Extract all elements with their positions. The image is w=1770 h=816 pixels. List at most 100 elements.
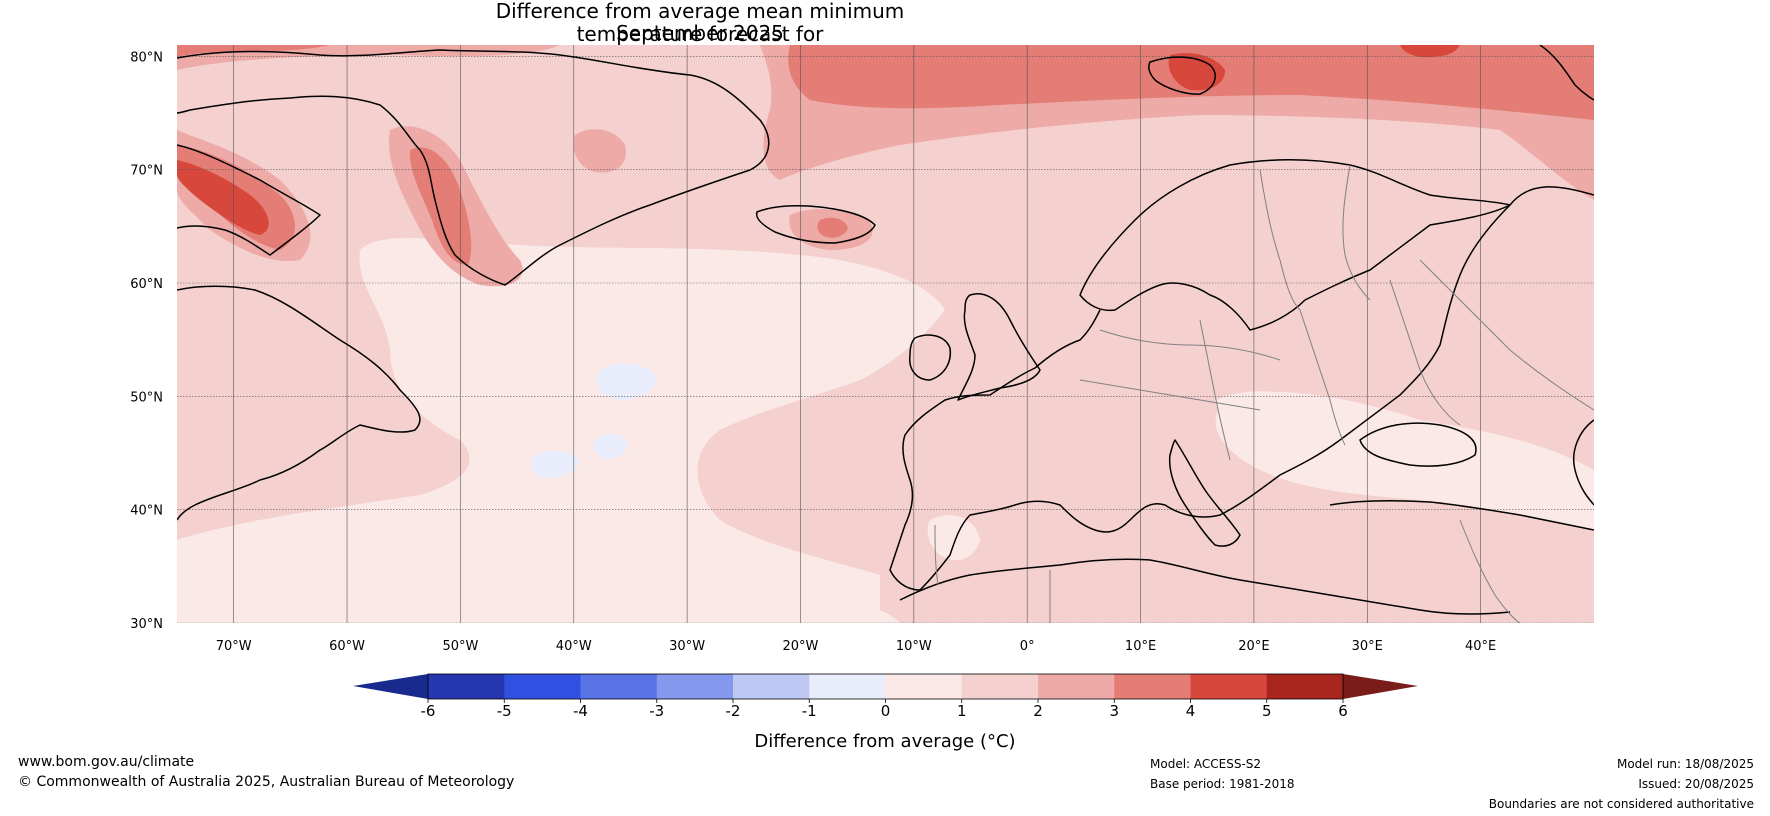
longitude-label: 30°W [669, 639, 705, 654]
longitude-label: 40°W [556, 639, 592, 654]
coastline-ireland [909, 334, 952, 381]
coastline-italy [1168, 439, 1241, 547]
border-finland [1342, 164, 1371, 301]
coastline-labrador [177, 285, 421, 521]
anomaly-region-0-1-iberia [927, 515, 980, 560]
coastline-scandinavia [1079, 159, 1511, 331]
colorbar-segment [1038, 674, 1115, 699]
colorbar-tick-label: -6 [421, 702, 436, 720]
anomaly-shading [177, 45, 1594, 623]
anomaly-region-0-1-south [177, 546, 900, 623]
colorbar-label: Difference from average (°C) [754, 731, 1015, 752]
map-area [177, 45, 1594, 623]
border-russia-west [1389, 279, 1461, 426]
colorbar-tick-label: -3 [649, 702, 664, 720]
latitude-label: 50°N [130, 390, 163, 405]
anomaly-region-neg-patch-2 [530, 450, 580, 478]
colorbar-tick-label: -1 [802, 702, 817, 720]
latitude-label: 80°N [130, 50, 163, 65]
border-central-europe-1 [1099, 329, 1281, 361]
longitude-labels: 70°W 60°W 50°W 40°W 30°W 20°W 10°W 0° 10°E 20°E 30… [216, 639, 1497, 654]
anomaly-region-neg-patch-1 [596, 363, 656, 400]
colorbar-segment [809, 674, 886, 699]
colorbar-segment [1114, 674, 1191, 699]
border-eastern-europe [1299, 309, 1346, 446]
map-title-line-2: September 2025 [616, 21, 784, 45]
latitude-label: 60°N [130, 277, 163, 292]
anomaly-region-3-4-greenland-e [409, 147, 472, 265]
colorbar-segment [1266, 674, 1344, 699]
anomaly-region-2-3-atlantic [573, 129, 626, 173]
longitude-label: 70°W [216, 639, 252, 654]
longitude-label: 0° [1020, 639, 1035, 654]
colorbar-segment [428, 674, 505, 699]
longitude-label: 20°E [1238, 639, 1269, 654]
colorbar-tick-label: 4 [1186, 702, 1196, 720]
map-title-line-1: Difference from average mean minimum tem… [495, 0, 905, 46]
country-borders [934, 164, 1594, 623]
latitude-labels: 80°N 70°N 60°N 50°N 40°N 30°N [130, 50, 163, 632]
coastline-baffin [177, 144, 321, 256]
longitude-label: 40°E [1465, 639, 1496, 654]
latitude-label: 40°N [130, 504, 163, 519]
colorbar-over-arrow [1343, 674, 1418, 699]
coastline-north-africa [899, 558, 1511, 615]
colorbar-ticks: -6 -5 -4 -3 -2 -1 0 1 2 3 4 5 6 [421, 699, 1348, 720]
coastline-novaya-zemlya [1539, 45, 1594, 101]
anomaly-region-4-5-svalbard [1168, 53, 1225, 91]
colorbar-segment [1190, 674, 1268, 699]
colorbar-tick-label: 2 [1033, 702, 1043, 720]
coastlines [177, 45, 1594, 615]
colorbar-tick-label: 3 [1109, 702, 1119, 720]
longitude-label: 60°W [329, 639, 365, 654]
coastline-caspian [1573, 419, 1594, 506]
footer-boundaries: Boundaries are not considered authoritat… [1488, 797, 1754, 811]
coastline-greenland [177, 49, 770, 286]
border-middle-east [1459, 519, 1521, 623]
border-central-europe-3 [1199, 319, 1231, 461]
colorbar-tick-label: 1 [957, 702, 967, 720]
footer-model-run: Model run: 18/08/2025 [1616, 757, 1754, 771]
coastline-anatolia [1329, 500, 1594, 531]
colorbar-segments [428, 674, 1344, 699]
colorbar-segment [656, 674, 734, 699]
longitude-label: 50°W [442, 639, 478, 654]
coastline-svalbard [1148, 56, 1216, 95]
longitude-label: 20°W [783, 639, 819, 654]
footer-model: Model: ACCESS-S2 [1150, 757, 1262, 771]
anomaly-region-4-5-nw [177, 160, 269, 235]
border-central-europe-2 [1079, 379, 1261, 411]
map-gridlines [177, 45, 1594, 623]
anomaly-region-4-5-franz [1400, 45, 1460, 58]
border-iberia [934, 524, 939, 586]
footer-copyright: © Commonwealth of Australia 2025, Austra… [18, 774, 515, 790]
anomaly-region-neg-patch-3 [593, 433, 628, 459]
latitude-label: 70°N [130, 164, 163, 179]
anomaly-region-0-1 [177, 238, 945, 623]
colorbar-segment [885, 674, 963, 699]
colorbar-tick-label: -4 [573, 702, 588, 720]
coastline-great-britain [957, 293, 1041, 401]
border-east [1419, 259, 1594, 411]
footer-base-period: Base period: 1981-2018 [1150, 777, 1295, 791]
coastline-iceland [755, 205, 876, 244]
colorbar-segment [580, 674, 658, 699]
colorbar-tick-label: 6 [1338, 702, 1348, 720]
colorbar-tick-label: 0 [881, 702, 891, 720]
footer-issued: Issued: 20/08/2025 [1638, 777, 1754, 791]
colorbar-under-arrow [353, 674, 428, 699]
longitude-label: 10°E [1125, 639, 1156, 654]
colorbar-tick-label: -5 [497, 702, 512, 720]
colorbar-segment [961, 674, 1039, 699]
colorbar-segment [733, 674, 810, 699]
colorbar-tick-label: 5 [1262, 702, 1272, 720]
latitude-label: 30°N [130, 617, 163, 632]
anomaly-region-3-4-iceland [817, 217, 848, 238]
colorbar-segment [504, 674, 581, 699]
longitude-label: 10°W [896, 639, 932, 654]
coastline-continental-europe [889, 186, 1594, 591]
colorbar-tick-label: -2 [726, 702, 741, 720]
longitude-label: 30°E [1352, 639, 1383, 654]
colorbar: -6 -5 -4 -3 -2 -1 0 1 2 3 4 5 6 Difference from aver… [353, 673, 1418, 752]
